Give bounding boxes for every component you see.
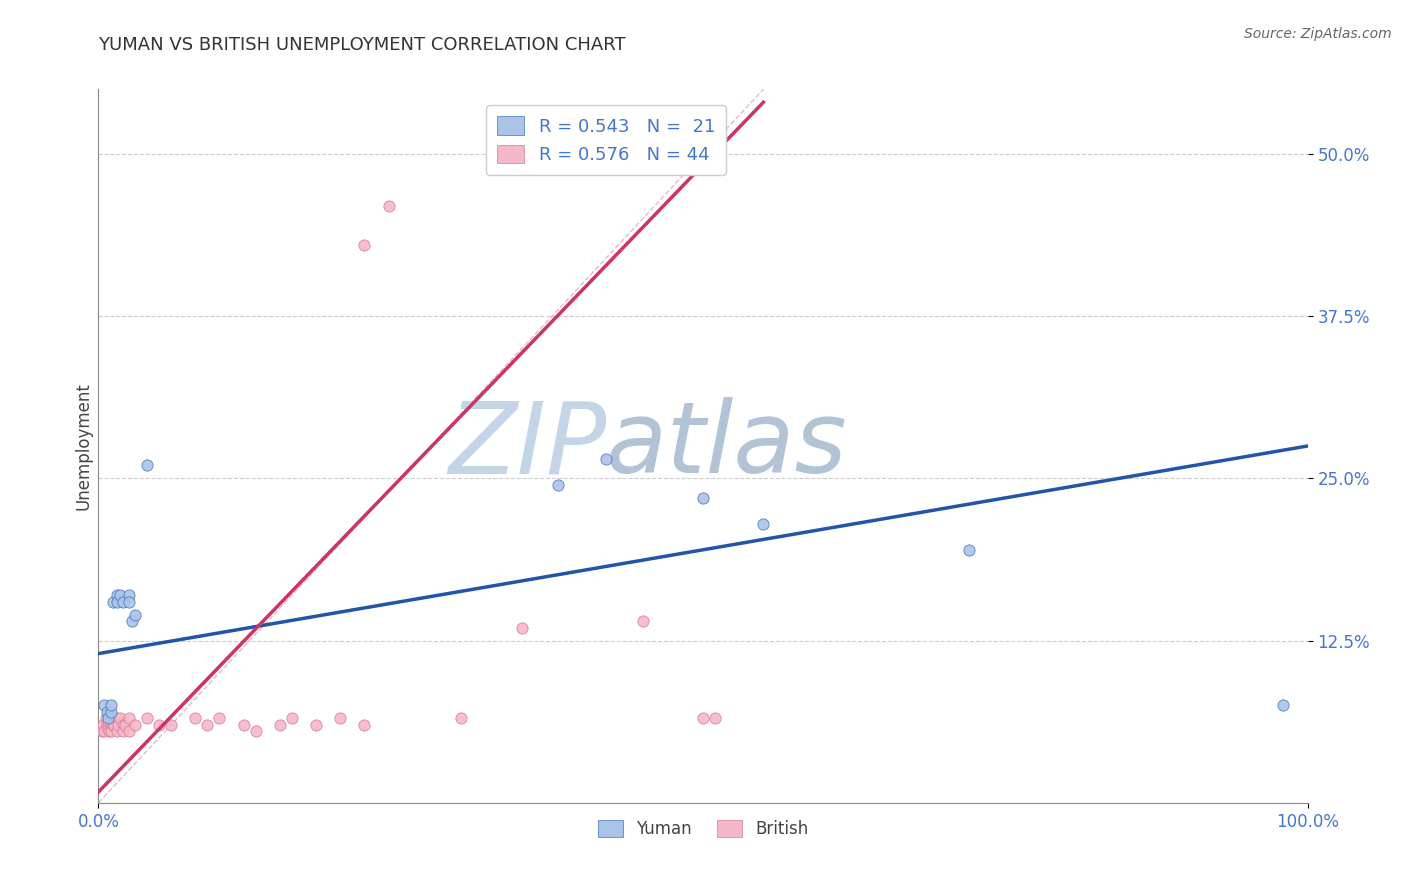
Point [111,595,134,609]
Point [148,718,170,732]
Point [195,718,218,732]
Y-axis label: Unemployment: Unemployment [75,382,93,510]
Point [100,705,122,719]
Text: atlas: atlas [606,398,848,494]
Point [101,711,124,725]
Point [281,711,304,725]
Point [118,724,141,739]
Point [103,718,125,732]
Point [105,724,128,739]
Point [631,614,654,628]
Point [595,452,617,467]
Point [135,711,157,725]
Point [752,516,775,531]
Point [450,711,472,725]
Point [94,711,117,725]
Point [353,238,375,252]
Point [97,721,120,735]
Point [118,595,141,609]
Point [100,718,122,732]
Point [108,588,131,602]
Point [97,711,120,725]
Point [111,718,134,732]
Point [118,588,141,602]
Point [105,711,128,725]
Point [100,711,122,725]
Point [101,595,124,609]
Point [100,698,122,713]
Point [105,595,128,609]
Point [232,718,254,732]
Point [91,724,114,739]
Point [93,724,115,739]
Point [245,724,267,739]
Point [305,718,328,732]
Point [97,714,120,728]
Point [124,718,146,732]
Point [160,718,183,732]
Text: YUMAN VS BRITISH UNEMPLOYMENT CORRELATION CHART: YUMAN VS BRITISH UNEMPLOYMENT CORRELATIO… [98,36,626,54]
Point [124,607,146,622]
Point [547,478,569,492]
Point [269,718,291,732]
Point [100,724,122,739]
Point [98,724,121,739]
Text: Source: ZipAtlas.com: Source: ZipAtlas.com [1244,27,1392,41]
Point [96,718,118,732]
Point [208,711,231,725]
Point [93,698,115,713]
Point [184,711,207,725]
Point [692,711,714,725]
Point [121,614,143,628]
Legend: Yuman, British: Yuman, British [591,813,815,845]
Text: ZIP: ZIP [449,398,606,494]
Point [135,458,157,473]
Point [107,718,129,732]
Point [91,718,114,732]
Point [111,724,134,739]
Point [377,199,399,213]
Point [105,588,128,602]
Point [1272,698,1295,713]
Point [353,718,375,732]
Point [114,718,136,732]
Point [118,711,141,725]
Point [957,542,980,557]
Point [329,711,352,725]
Point [692,491,714,505]
Point [108,711,131,725]
Point [510,621,533,635]
Point [96,705,118,719]
Point [704,711,727,725]
Point [101,718,124,732]
